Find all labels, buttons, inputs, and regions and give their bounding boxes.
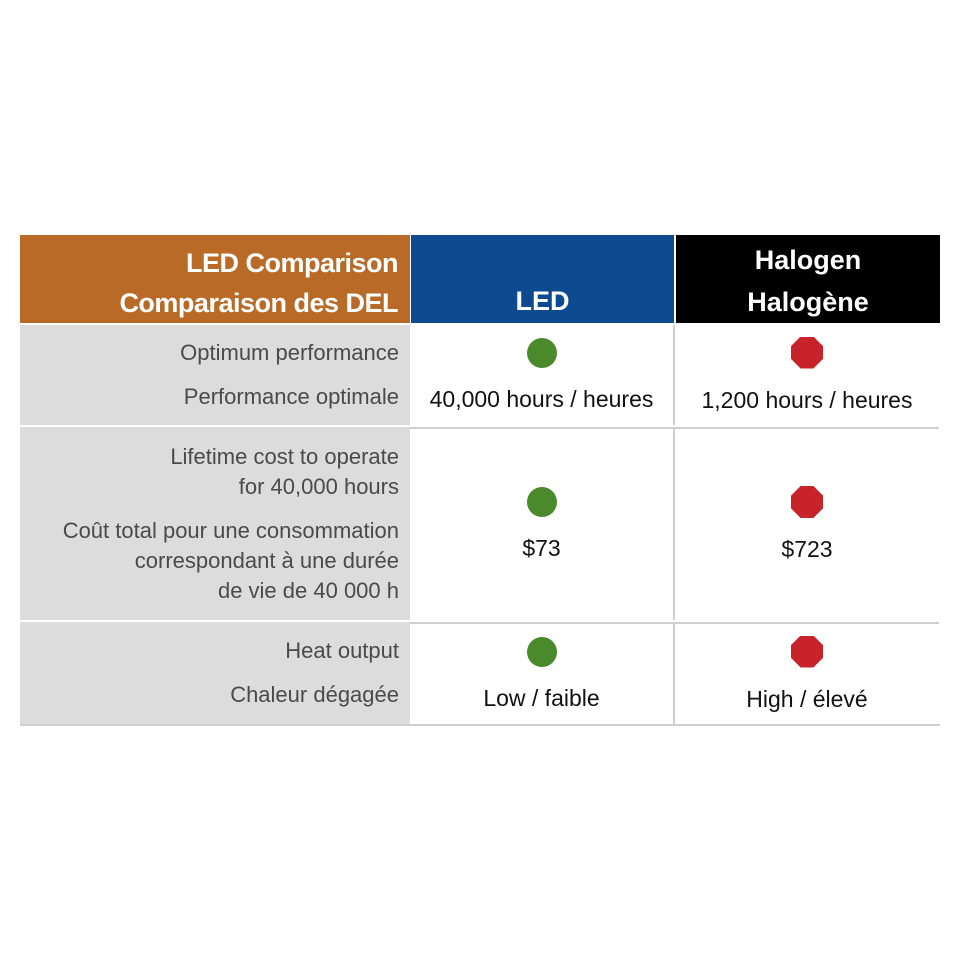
halogen-value: 1,200 hours / heures xyxy=(701,386,913,413)
column-header-led: LED xyxy=(411,235,674,323)
green-circle-icon xyxy=(526,487,557,517)
table-row: Optimum performance Performance optimale… xyxy=(20,323,940,425)
halogen-label-fr: Halogène xyxy=(747,287,869,317)
led-cell: Low / faible xyxy=(410,622,675,724)
row-label: Heat output Chaleur dégagée xyxy=(20,622,410,724)
table-title: LED Comparison Comparaison des DEL xyxy=(20,235,410,323)
label-fr: de vie de 40 000 h xyxy=(217,577,399,603)
title-en: LED Comparison xyxy=(185,248,399,278)
label-en: Heat output xyxy=(285,638,399,663)
green-circle-icon xyxy=(526,636,557,667)
row-label: Lifetime cost to operate for 40,000 hour… xyxy=(20,427,410,620)
table-header: LED Comparison Comparaison des DEL LED H… xyxy=(20,235,940,323)
led-value: 40,000 hours / heures xyxy=(429,385,654,412)
label-en: Optimum performance xyxy=(180,340,399,365)
label-fr: Performance optimale xyxy=(183,384,399,409)
table-bottom-rule xyxy=(20,724,940,726)
halogen-label-en: Halogen xyxy=(754,245,862,275)
red-octagon-icon xyxy=(791,635,823,668)
halogen-value: High / élevé xyxy=(746,685,868,712)
led-cell: $73 xyxy=(410,427,675,620)
label-fr: Coût total pour une consommation xyxy=(62,517,399,543)
halogen-cell: High / élevé xyxy=(675,622,939,724)
label-en: for 40,000 hours xyxy=(238,473,399,499)
led-cell: 40,000 hours / heures xyxy=(410,325,675,425)
label-en: Lifetime cost to operate xyxy=(170,443,399,469)
label-fr: Chaleur dégagée xyxy=(230,682,399,707)
label-fr: correspondant à une durée xyxy=(134,547,399,573)
table-row: Lifetime cost to operate for 40,000 hour… xyxy=(20,425,940,620)
halogen-cell: $723 xyxy=(675,427,939,620)
halogen-cell: 1,200 hours / heures xyxy=(675,325,939,425)
led-label: LED xyxy=(515,286,570,316)
led-value: Low / faible xyxy=(483,684,600,711)
title-fr: Comparaison des DEL xyxy=(119,288,398,318)
green-circle-icon xyxy=(526,337,557,368)
red-octagon-icon xyxy=(791,336,823,369)
halogen-value: $723 xyxy=(781,536,833,562)
row-label: Optimum performance Performance optimale xyxy=(20,325,410,425)
comparison-table: LED Comparison Comparaison des DEL LED H… xyxy=(20,235,940,726)
column-header-halogen: Halogen Halogène xyxy=(676,235,940,323)
led-value: $73 xyxy=(522,535,561,561)
table-row: Heat output Chaleur dégagée Low / faible… xyxy=(20,620,940,724)
red-octagon-icon xyxy=(791,486,823,518)
